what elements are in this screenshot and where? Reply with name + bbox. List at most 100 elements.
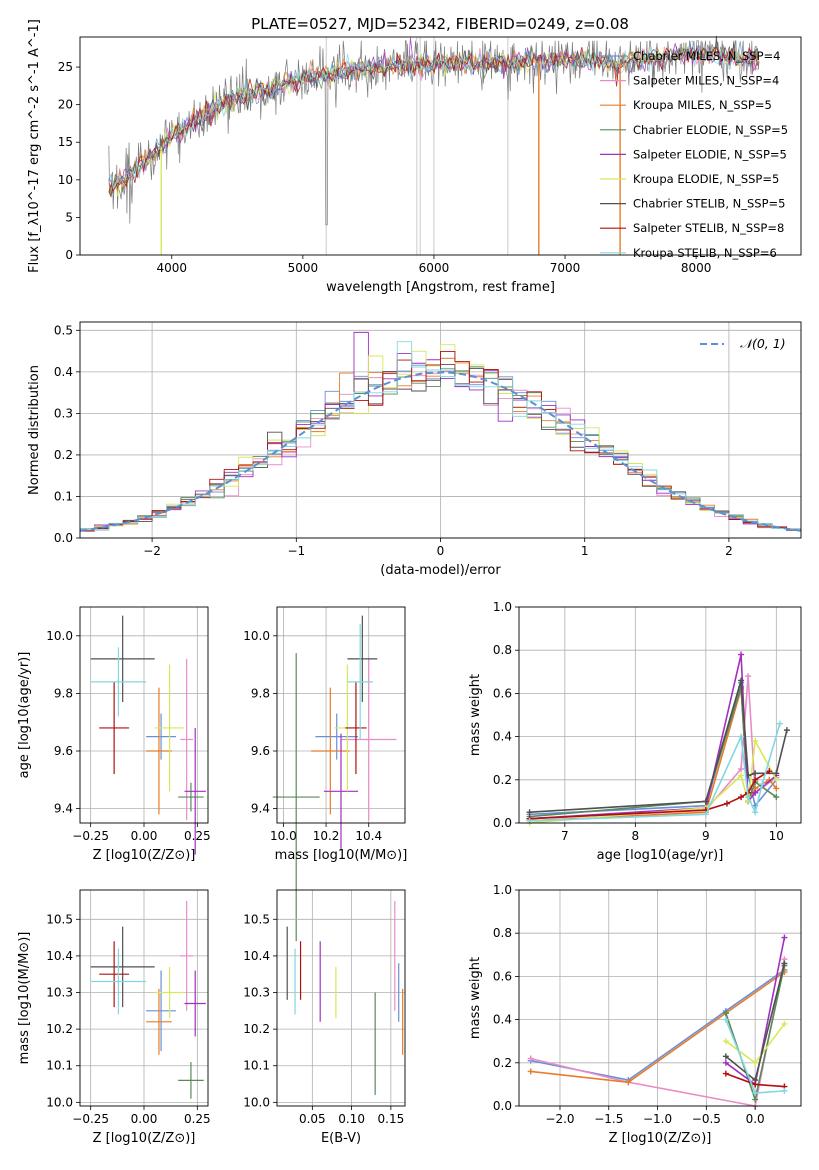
weight-marker-salp_elodie: [781, 934, 788, 941]
histogram-salp_stelib: [80, 350, 801, 532]
weight-marker-chab_elodie: [752, 1096, 759, 1103]
plot-area: [90, 900, 206, 1099]
legend-label: Chabrier ELODIE, N_SSP=5: [633, 123, 788, 137]
y-tick-label: 0.4: [493, 1013, 512, 1027]
y-tick-label: 10.5: [46, 912, 73, 926]
x-tick-label: 0.05: [299, 1112, 326, 1126]
legend-label: Salpeter ELODIE, N_SSP=5: [633, 147, 787, 161]
model-spectrum-krou_stelib: [108, 40, 758, 190]
axes-frame: −2 −1 0 1 2 0.0 0.1 0.2 0.3 0.4 0.5 (data-model)/er…: [27, 321, 802, 578]
y-tick-label: 9.4: [54, 802, 73, 816]
weight-marker-krou_elodie: [752, 1059, 759, 1066]
legend-label: Chabrier MILES, N_SSP=4: [633, 49, 780, 63]
weight-marker-salp_elodie: [752, 789, 759, 796]
y-axis-label: Normed distribution: [27, 365, 42, 495]
weight-marker-krou_stelib: [752, 1090, 759, 1097]
legend-label: Kroupa STELIB, N_SSP=6: [633, 246, 777, 260]
y-tick-label: 0.2: [493, 773, 512, 787]
y-tick-label: 10.2: [243, 1022, 270, 1036]
x-tick-label: 7: [561, 829, 569, 843]
y-tick-label: 0.2: [54, 448, 73, 462]
y-tick-label: 0.0: [54, 531, 73, 545]
errorbar-salp_miles: [341, 658, 397, 821]
y-tick-label: 0.8: [493, 926, 512, 940]
legend-label: 𝒩(0, 1): [740, 336, 786, 351]
weight-marker-krou_elodie: [752, 737, 759, 744]
errorbar-salp_stelib: [345, 681, 367, 775]
y-tick-label: 10.0: [46, 1095, 73, 1109]
y-tick-label: 0.2: [493, 1056, 512, 1070]
weight-marker-krou_stelib: [752, 809, 759, 816]
x-tick-label: −1.0: [643, 1112, 672, 1126]
y-tick-label: 10.4: [243, 949, 270, 963]
y-tick-label: 10.0: [243, 1095, 270, 1109]
axes-frame: −0.25 0.00 0.25 9.4 9.6 9.8 10.0 Z [log10(Z/Z⊙)…: [17, 606, 211, 863]
y-axis-label: mass weight: [468, 674, 483, 756]
weight-marker-salp_stelib: [723, 800, 730, 807]
y-tick-label: 1.0: [493, 883, 512, 897]
y-tick-label: 0.5: [54, 323, 73, 337]
legend: Chabrier MILES, N_SSP=4 Salpeter MILES, N…: [600, 49, 788, 260]
y-tick-label: 10.1: [243, 1059, 270, 1073]
errorbar-salp_elodie: [184, 727, 206, 855]
y-tick-label: 9.4: [251, 802, 270, 816]
weight-marker-krou_elodie: [781, 1020, 788, 1027]
grid-lines: [277, 890, 405, 1106]
errorbar-krou_elodie: [154, 664, 185, 792]
normal-curve: [79, 371, 802, 532]
y-tick-label: 9.6: [54, 744, 73, 758]
weight-marker-krou_stelib: [759, 781, 766, 788]
weight-marker-chab_elodie: [773, 794, 780, 801]
weight-marker-krou_stelib: [776, 720, 783, 727]
x-tick-label: −2.0: [545, 1112, 574, 1126]
x-tick-label: 7000: [550, 261, 581, 275]
weight-marker-chab_stelib: [702, 798, 709, 805]
model-spectrum-salp_stelib: [108, 46, 758, 193]
errorbar-krou_stelib: [347, 624, 373, 740]
x-tick-label: −1.5: [594, 1112, 623, 1126]
y-tick-label: 15: [58, 135, 73, 149]
weight-marker-krou_elodie: [722, 1038, 729, 1045]
y-tick-label: 5: [65, 210, 73, 224]
weight-marker-krou_miles: [527, 1068, 534, 1075]
weight-marker-chab_stelib: [773, 770, 780, 777]
x-axis-label: (data-model)/error: [380, 563, 501, 578]
weight-marker-chab_stelib: [781, 960, 788, 967]
weight-marker-chab_stelib: [722, 1053, 729, 1060]
axes-border: [79, 36, 802, 256]
y-tick-label: 0.8: [493, 643, 512, 657]
weight-marker-krou_stelib: [702, 811, 709, 818]
errorbar-chab_stelib: [90, 926, 155, 1008]
axes-border: [276, 606, 406, 824]
y-axis-label: mass [log10(M/M⊙)]: [17, 932, 32, 1065]
weight-marker-salp_stelib: [752, 1081, 759, 1088]
weight-marker-krou_elodie: [738, 772, 745, 779]
weight-line-krou_elodie: [529, 738, 778, 824]
weight-marker-krou_stelib: [738, 733, 745, 740]
errorbar-salp_miles: [180, 900, 194, 1011]
y-tick-label: 0.6: [493, 969, 512, 983]
plot-area: [90, 615, 206, 855]
panel-weight-vs-Z: −2.0 −1.5 −1.0 −0.5 0.0 0.0 0.2 0.4 0.6 0.8 1.0 Z […: [468, 883, 802, 1146]
weight-line-krou_miles: [530, 971, 785, 1084]
weight-marker-krou_stelib: [722, 1016, 729, 1023]
x-axis-label: mass [log10(M/M⊙)]: [275, 848, 408, 863]
y-tick-label: 0.4: [54, 365, 73, 379]
y-tick-label: 9.8: [54, 686, 73, 700]
x-tick-label: 0.10: [338, 1112, 365, 1126]
y-axis-label: Flux [f_λ10^-17 erg cm^-2 s^-1 A^-1]: [27, 19, 42, 273]
errorbar-krou_elodie: [154, 966, 185, 1019]
weight-marker-krou_stelib: [745, 794, 752, 801]
panel-mass-vs-ebv: 0.05 0.10 0.15 10.0 10.1 10.2 10.3 10.4 10.5 E(B-…: [243, 889, 406, 1146]
y-axis-label: age [log10(age/yr)]: [17, 652, 32, 779]
weight-marker-salp_stelib: [766, 768, 773, 775]
y-tick-label: 9.8: [251, 686, 270, 700]
axes-border: [276, 889, 406, 1107]
weight-marker-salp_miles: [738, 766, 745, 772]
axes-border: [518, 889, 802, 1107]
plot-area: [286, 900, 404, 1096]
errorbar-chab_stelib: [347, 615, 378, 703]
errorbar-chab_miles: [146, 970, 176, 1052]
axes-frame: 10.0 10.2 10.4 9.4 9.6 9.8 10.0 mass [log10(M/M…: [243, 606, 408, 863]
